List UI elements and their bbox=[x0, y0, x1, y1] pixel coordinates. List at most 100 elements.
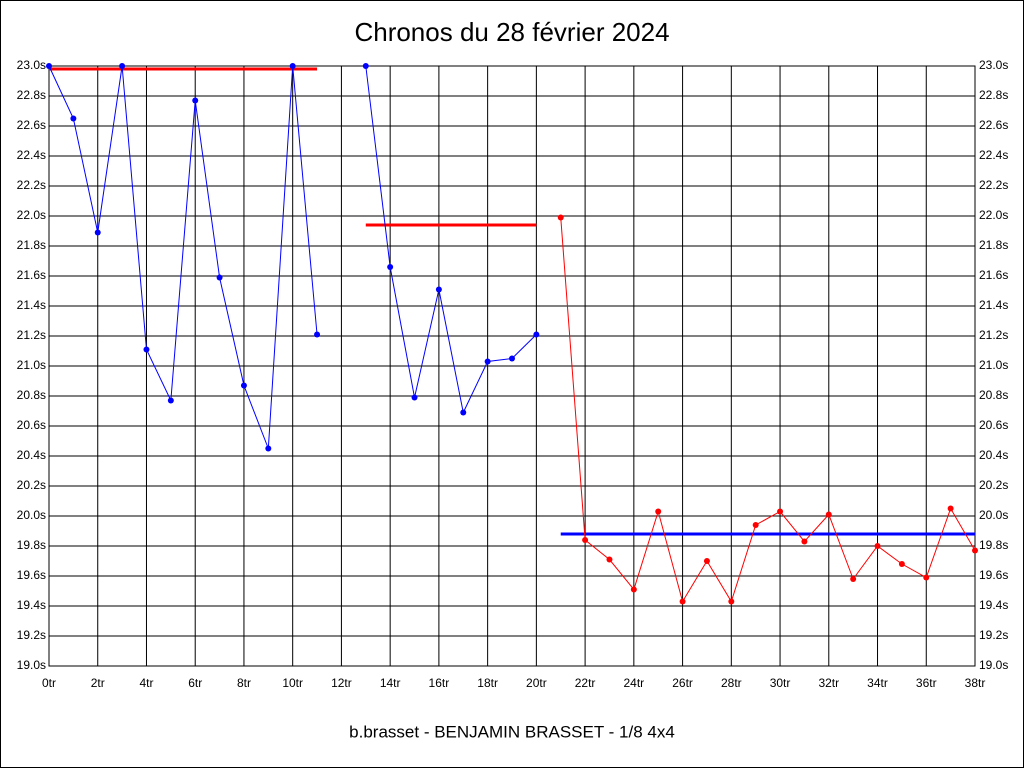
y2-tick-label: 21.2s bbox=[979, 328, 1008, 342]
y2-tick-label: 20.6s bbox=[979, 418, 1008, 432]
x-tick-label: 18tr bbox=[477, 676, 498, 690]
x-tick-label: 20tr bbox=[526, 676, 547, 690]
data-point bbox=[265, 445, 272, 452]
data-point bbox=[655, 508, 662, 515]
y2-tick-label: 19.0s bbox=[979, 658, 1008, 672]
x-tick-label: 24tr bbox=[623, 676, 644, 690]
data-point bbox=[70, 115, 77, 122]
data-point bbox=[703, 558, 710, 564]
x-tick-label: 6tr bbox=[188, 676, 202, 690]
x-tick-label: 26tr bbox=[672, 676, 693, 690]
data-point bbox=[752, 522, 759, 528]
x-tick-label: 36tr bbox=[916, 676, 937, 690]
y-tick-label: 20.6s bbox=[17, 418, 46, 432]
y-tick-label: 20.0s bbox=[17, 508, 46, 522]
data-point bbox=[460, 409, 467, 416]
x-tick-label: 10tr bbox=[282, 676, 303, 690]
y-tick-label: 21.8s bbox=[17, 238, 46, 252]
y2-tick-label: 22.0s bbox=[979, 208, 1008, 222]
y-tick-label: 19.2s bbox=[17, 628, 46, 642]
y-tick-label: 21.6s bbox=[17, 268, 46, 282]
data-point bbox=[533, 331, 540, 338]
data-point bbox=[923, 574, 930, 581]
y2-tick-label: 23.0s bbox=[979, 58, 1008, 72]
data-point bbox=[825, 511, 832, 518]
y2-tick-label: 21.6s bbox=[979, 268, 1008, 282]
series-line bbox=[48, 65, 537, 449]
data-point bbox=[557, 214, 564, 221]
data-point bbox=[728, 598, 735, 605]
x-tick-label: 22tr bbox=[575, 676, 596, 690]
y-tick-label: 19.6s bbox=[17, 568, 46, 582]
data-point bbox=[192, 97, 199, 104]
data-point bbox=[630, 586, 637, 593]
y-tick-label: 22.2s bbox=[17, 178, 46, 192]
plot-border bbox=[48, 65, 976, 667]
data-point bbox=[167, 397, 174, 404]
series-line bbox=[560, 217, 976, 603]
data-point bbox=[898, 561, 905, 567]
y2-tick-label: 19.8s bbox=[979, 538, 1008, 552]
y-tick-label: 21.0s bbox=[17, 358, 46, 372]
y2-tick-label: 22.4s bbox=[979, 148, 1008, 162]
data-point bbox=[46, 63, 52, 69]
data-point bbox=[94, 229, 101, 236]
y-tick-label: 22.6s bbox=[17, 118, 46, 132]
x-tick-label: 32tr bbox=[818, 676, 839, 690]
y2-tick-label: 22.8s bbox=[979, 88, 1008, 102]
y-tick-label: 19.4s bbox=[17, 598, 46, 612]
data-point bbox=[484, 358, 491, 365]
data-point bbox=[216, 274, 223, 281]
y2-tick-label: 22.6s bbox=[979, 118, 1008, 132]
y2-tick-label: 21.8s bbox=[979, 238, 1008, 252]
y-tick-label: 23.0s bbox=[17, 58, 46, 72]
x-tick-label: 30tr bbox=[770, 676, 791, 690]
y2-tick-label: 20.2s bbox=[979, 478, 1008, 492]
y-tick-label: 22.8s bbox=[17, 88, 46, 102]
y2-tick-label: 21.0s bbox=[979, 358, 1008, 372]
data-point bbox=[362, 63, 369, 69]
y-tick-label: 22.4s bbox=[17, 148, 46, 162]
data-point bbox=[240, 382, 247, 389]
data-point bbox=[874, 543, 881, 549]
chart-title: Chronos du 28 février 2024 bbox=[354, 17, 669, 47]
x-tick-label: 38tr bbox=[965, 676, 986, 690]
x-tick-label: 2tr bbox=[91, 676, 105, 690]
data-point bbox=[387, 264, 394, 270]
data-point bbox=[777, 508, 784, 515]
y-tick-label: 20.4s bbox=[17, 448, 46, 462]
y2-tick-label: 21.4s bbox=[979, 298, 1008, 312]
x-tick-label: 0tr bbox=[42, 676, 56, 690]
x-tick-label: 8tr bbox=[237, 676, 251, 690]
data-point bbox=[435, 286, 442, 293]
data-point bbox=[582, 537, 589, 543]
y-tick-label: 22.0s bbox=[17, 208, 46, 222]
y-tick-label: 19.0s bbox=[17, 658, 46, 672]
data-point bbox=[509, 355, 515, 362]
y-tick-label: 20.2s bbox=[17, 478, 46, 492]
x-tick-label: 34tr bbox=[867, 676, 888, 690]
y-tick-label: 19.8s bbox=[17, 538, 46, 552]
y2-tick-label: 22.2s bbox=[979, 178, 1008, 192]
chart-footer: b.brasset - BENJAMIN BRASSET - 1/8 4x4 bbox=[349, 722, 675, 741]
data-point bbox=[972, 547, 978, 554]
y-tick-label: 21.4s bbox=[17, 298, 46, 312]
x-tick-label: 4tr bbox=[139, 676, 153, 690]
data-point bbox=[606, 556, 613, 563]
x-tick-label: 12tr bbox=[331, 676, 352, 690]
y2-tick-label: 19.4s bbox=[979, 598, 1008, 612]
y2-tick-label: 20.4s bbox=[979, 448, 1008, 462]
x-tick-label: 28tr bbox=[721, 676, 742, 690]
y-tick-label: 20.8s bbox=[17, 388, 46, 402]
y-tick-label: 21.2s bbox=[17, 328, 46, 342]
x-tick-label: 14tr bbox=[380, 676, 401, 690]
data-point bbox=[850, 576, 857, 582]
y2-tick-label: 20.0s bbox=[979, 508, 1008, 522]
data-point bbox=[143, 346, 150, 353]
x-tick-label: 16tr bbox=[429, 676, 450, 690]
data-point bbox=[119, 63, 126, 69]
data-point bbox=[801, 538, 808, 545]
data-point bbox=[947, 505, 954, 512]
